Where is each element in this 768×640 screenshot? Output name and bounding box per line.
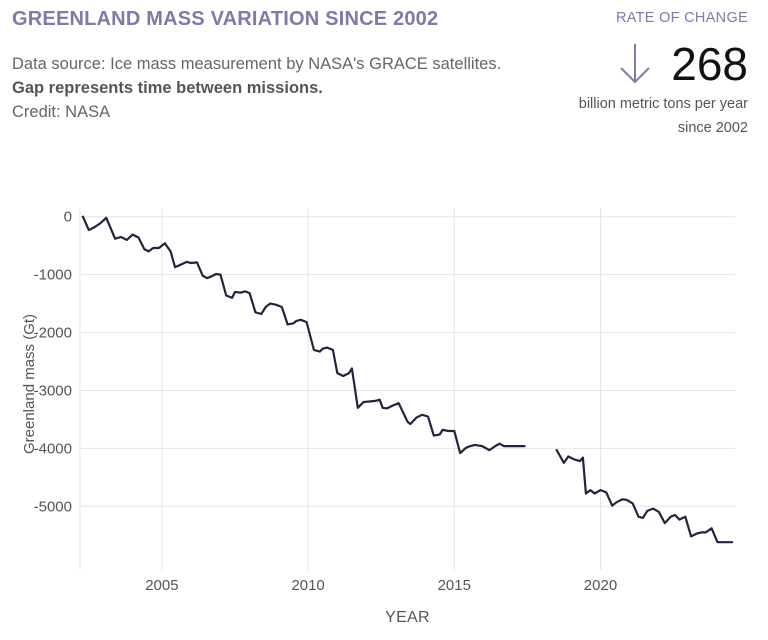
x-tick-label: 2020 (584, 577, 617, 594)
rate-value: 268 (671, 38, 748, 90)
data-source-text: Data source: Ice mass measurement by NAS… (12, 55, 502, 73)
x-tick-label: 2010 (291, 577, 324, 594)
y-tick-label: 0 (64, 209, 72, 226)
rate-unit: billion metric tons per year since 2002 (578, 96, 748, 136)
mass-series-line-2 (555, 449, 734, 544)
chart-title: GREENLAND MASS VARIATION SINCE 2002 (12, 8, 439, 30)
y-tick-label: -3000 (34, 382, 72, 399)
y-tick-label: -1000 (34, 267, 72, 284)
arrow-down-icon (620, 44, 650, 84)
y-tick-label: -4000 (34, 440, 72, 457)
y-tick-label: -2000 (34, 325, 72, 342)
mass-line-chart: 0 -1000 -2000 -3000 -4000 -5000 2005 2010 2015 20… (21, 208, 735, 626)
y-axis-label: Greenland mass (Gt) (21, 314, 38, 454)
y-tick-label: -5000 (34, 498, 72, 515)
chart-description: Data source: Ice mass measurement by NAS… (12, 52, 512, 124)
rate-label: RATE OF CHANGE (615, 10, 748, 26)
credit-text: Credit: NASA (12, 103, 111, 121)
x-tick-label: 2005 (145, 577, 178, 594)
x-tick-label: 2015 (438, 577, 471, 594)
x-axis-label: YEAR (385, 609, 430, 626)
gap-note: Gap represents time between missions. (12, 79, 323, 97)
mass-series-line-1 (81, 215, 526, 455)
